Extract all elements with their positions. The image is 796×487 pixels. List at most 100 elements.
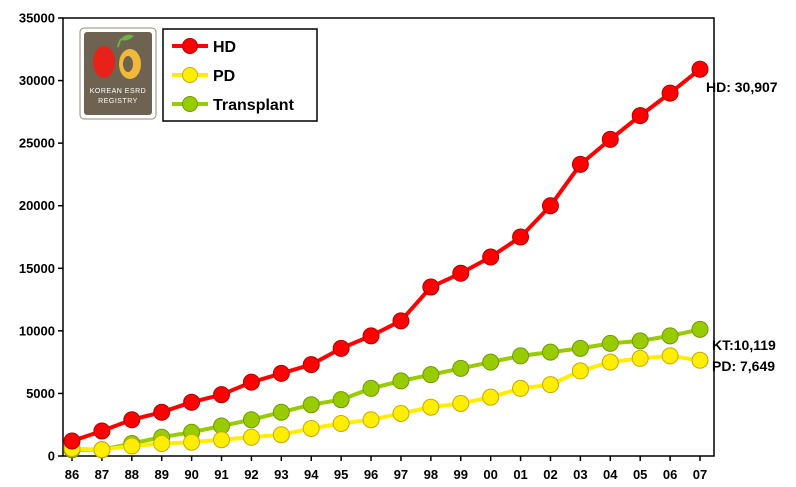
y-tick-label: 30000 — [19, 73, 55, 88]
data-point-pd — [332, 414, 350, 432]
data-point-transplant — [422, 366, 440, 384]
data-point-hd — [422, 278, 440, 296]
legend-swatch-marker — [182, 38, 198, 54]
legend-label: Transplant — [213, 97, 295, 114]
data-point-transplant — [631, 332, 649, 350]
data-point-pd — [213, 431, 231, 449]
data-point-transplant — [392, 372, 410, 390]
data-point-hd — [242, 373, 260, 391]
data-point-hd — [631, 107, 649, 125]
data-point-pd — [482, 388, 500, 406]
x-tick-label: 94 — [304, 467, 319, 482]
data-point-hd — [272, 364, 290, 382]
data-point-hd — [362, 327, 380, 345]
series-line-pd — [71, 353, 701, 452]
x-tick-label: 89 — [154, 467, 168, 482]
kidney-left-icon — [93, 46, 115, 78]
data-point-hd — [153, 403, 171, 421]
data-point-transplant — [661, 327, 679, 345]
data-point-pd — [631, 349, 649, 367]
x-tick-label: 98 — [424, 467, 438, 482]
data-point-transplant — [272, 403, 290, 421]
x-tick-label: 07 — [693, 467, 707, 482]
legend-items: HD PD Transplant — [172, 38, 295, 114]
data-point-pd — [571, 362, 589, 380]
plot-area-frame — [62, 17, 715, 457]
kidney-right-inner-icon — [123, 56, 133, 72]
data-point-hd — [661, 84, 679, 102]
data-point-transplant — [541, 343, 559, 361]
data-point-hd — [482, 248, 500, 266]
x-tick-label: 86 — [65, 467, 79, 482]
x-tick-label: 92 — [244, 467, 258, 482]
x-tick-label: 06 — [663, 467, 677, 482]
series-line-hd — [71, 67, 702, 443]
x-tick-label: 91 — [214, 467, 228, 482]
x-tick-label: 03 — [573, 467, 587, 482]
end-labels: HD: 30,907 KT:10,119 PD: 7,649 — [706, 79, 778, 374]
data-point-transplant — [601, 334, 619, 352]
y-tick-label: 25000 — [19, 136, 55, 151]
end-value-label-transplant: KT:10,119 — [712, 337, 776, 353]
data-point-pd — [392, 404, 410, 422]
x-tick-label: 01 — [513, 467, 527, 482]
legend-item-pd: PD — [172, 67, 235, 85]
data-point-hd — [512, 228, 530, 246]
legend-swatch-marker — [182, 67, 198, 83]
data-point-pd — [153, 434, 171, 452]
x-tick-label: 95 — [334, 467, 348, 482]
series-pd — [63, 347, 709, 459]
data-point-hd — [302, 356, 320, 374]
data-point-transplant — [482, 353, 500, 371]
legend-item-transplant: Transplant — [172, 96, 295, 114]
data-point-hd — [601, 130, 619, 148]
leaf-icon — [120, 34, 134, 41]
data-point-pd — [512, 379, 530, 397]
data-point-hd — [691, 60, 709, 78]
x-tick-label: 99 — [454, 467, 468, 482]
data-point-pd — [93, 441, 111, 459]
x-tick-label: 04 — [603, 467, 618, 482]
series-line-transplant — [72, 327, 701, 452]
series-hd — [63, 60, 709, 450]
data-point-pd — [272, 426, 290, 444]
data-point-pd — [123, 437, 141, 455]
data-point-pd — [452, 394, 470, 412]
data-point-pd — [362, 411, 380, 429]
data-point-hd — [332, 339, 350, 357]
data-point-hd — [571, 155, 589, 173]
data-point-pd — [691, 351, 709, 369]
data-point-transplant — [362, 379, 380, 397]
y-tick-label: 15000 — [19, 261, 55, 276]
data-point-transplant — [452, 359, 470, 377]
data-point-pd — [541, 376, 559, 394]
data-point-transplant — [571, 339, 589, 357]
data-point-hd — [392, 312, 410, 330]
data-point-transplant — [302, 396, 320, 414]
stem-icon — [117, 38, 122, 48]
data-point-hd — [123, 411, 141, 429]
y-tick-label: 10000 — [19, 323, 55, 338]
data-point-hd — [93, 422, 111, 440]
x-tick-label: 88 — [125, 467, 139, 482]
logo-text-line2: REGISTRY — [98, 98, 138, 105]
x-tick-label: 90 — [184, 467, 198, 482]
x-tick-label: 02 — [543, 467, 557, 482]
data-point-pd — [302, 419, 320, 437]
data-point-pd — [422, 398, 440, 416]
data-point-hd — [452, 264, 470, 282]
data-point-hd — [183, 393, 201, 411]
logo-text-line1: KOREAN ESRD — [90, 88, 146, 95]
data-point-transplant — [332, 391, 350, 409]
legend: HD PD Transplant — [162, 28, 318, 122]
korean-esrd-registry-logo: KOREAN ESRD REGISTRY — [79, 27, 157, 120]
end-value-label-pd: PD: 7,649 — [712, 358, 775, 374]
x-tick-label: 00 — [483, 467, 497, 482]
x-tick-label: 96 — [364, 467, 378, 482]
data-point-pd — [183, 433, 201, 451]
legend-label: HD — [213, 39, 236, 56]
data-point-pd — [661, 347, 679, 365]
data-point-hd — [63, 432, 81, 450]
data-point-hd — [541, 197, 559, 215]
